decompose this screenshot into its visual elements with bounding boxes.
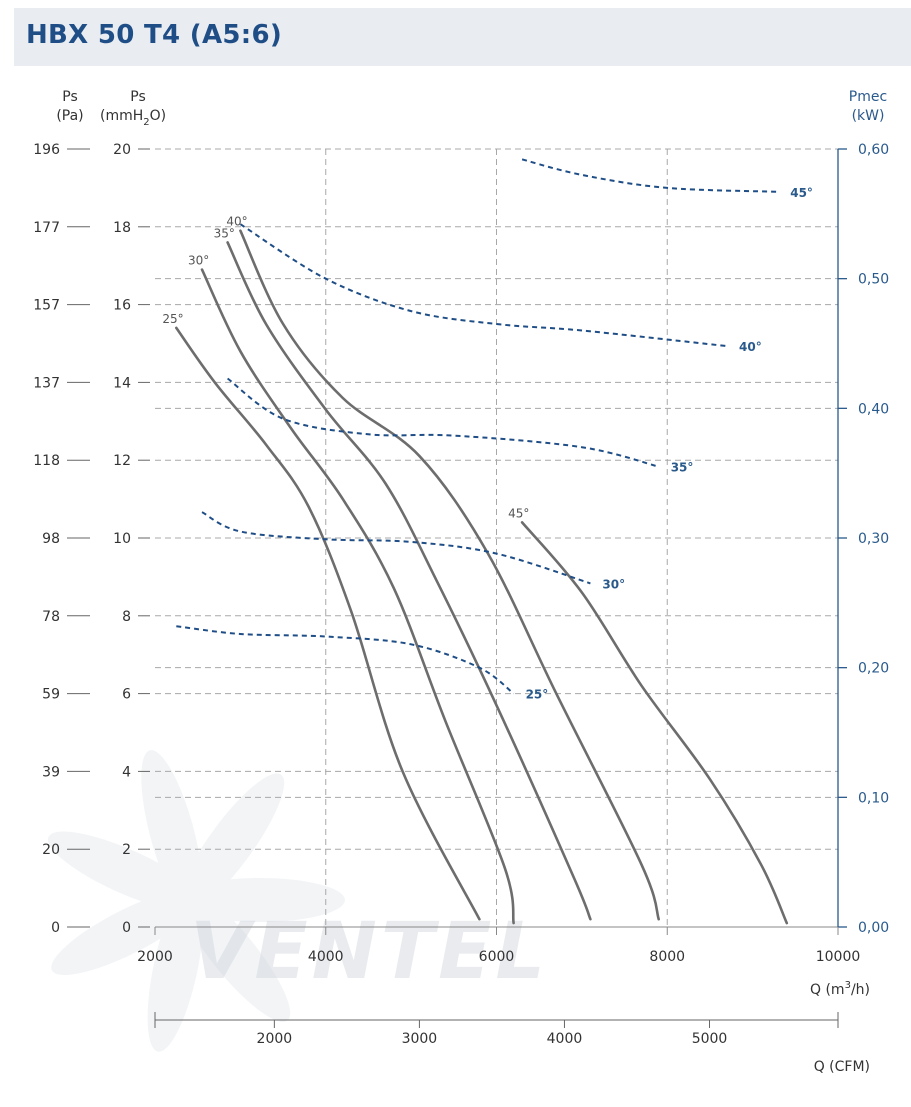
power-tick-label: 0,00 xyxy=(858,920,889,936)
ps-curve-label: 25° xyxy=(162,312,183,326)
ps-curve-label: 40° xyxy=(226,215,247,229)
x-tick-label: 10000 xyxy=(816,949,861,965)
fan-blade xyxy=(51,888,205,976)
mm-tick-label: 18 xyxy=(113,220,131,236)
grid xyxy=(155,148,838,927)
cfm-tick-label: 2000 xyxy=(257,1031,293,1047)
mm-tick-label: 8 xyxy=(122,609,131,625)
pa-tick-label: 0 xyxy=(51,920,60,936)
x-tick-label: 6000 xyxy=(479,949,515,965)
mm-tick-label: 20 xyxy=(113,142,131,158)
power-curve-label: 40° xyxy=(739,340,762,354)
title-bar: HBX 50 T4 (A5:6) xyxy=(14,8,911,66)
x-tick-label: 4000 xyxy=(308,949,344,965)
mm-tick-label: 2 xyxy=(122,842,131,858)
cfm-tick-label: 4000 xyxy=(547,1031,583,1047)
x-axis-label: Q (m3/h) xyxy=(810,980,870,998)
ps-curve-35deg xyxy=(226,241,592,921)
watermark-text: VENTEL xyxy=(190,907,549,997)
power-curve-40deg xyxy=(239,223,728,348)
pa-tick-label: 39 xyxy=(42,764,60,780)
fan-blade xyxy=(177,886,291,1022)
mm-tick-label: 14 xyxy=(113,375,131,391)
power-curve-30deg xyxy=(201,511,591,585)
watermark: VENTEL xyxy=(47,750,549,1052)
labels: 25°30°35°40°45°25°30°35°40°45° xyxy=(162,186,813,702)
power-tick-label: 0,10 xyxy=(858,790,889,806)
pa-axis-unit: (Pa) xyxy=(56,108,83,124)
fan-blade xyxy=(175,878,345,922)
pa-tick-label: 98 xyxy=(42,531,60,547)
mm-tick-label: 6 xyxy=(122,687,131,703)
watermark-fan-icon xyxy=(47,750,345,1052)
pa-tick-label: 20 xyxy=(42,842,60,858)
chart-title: HBX 50 T4 (A5:6) xyxy=(26,20,283,50)
ps-curve-30deg xyxy=(200,268,515,925)
cfm-tick-label: 3000 xyxy=(402,1031,438,1047)
power-curve-label: 45° xyxy=(790,186,813,200)
pa-tick-label: 196 xyxy=(33,142,60,158)
ps-curve-label: 35° xyxy=(214,226,235,240)
power-tick-label: 0,30 xyxy=(858,531,889,547)
pa-tick-label: 157 xyxy=(33,298,60,314)
mm-axis-title: Ps xyxy=(130,89,146,105)
power-tick-label: 0,60 xyxy=(858,142,889,158)
power-tick-label: 0,50 xyxy=(858,272,889,288)
ps-curve-40deg xyxy=(239,229,660,921)
pa-tick-label: 137 xyxy=(33,375,60,391)
x-tick-label: 2000 xyxy=(137,949,173,965)
power-curve-25deg xyxy=(176,625,515,695)
pa-tick-label: 78 xyxy=(42,609,60,625)
fan-blade xyxy=(47,831,205,912)
mm-tick-label: 10 xyxy=(113,531,131,547)
mm-tick-label: 16 xyxy=(113,298,131,314)
fan-blade xyxy=(141,750,203,915)
power-curve-label: 30° xyxy=(602,577,625,591)
power-curve-45deg xyxy=(521,158,779,193)
pa-tick-label: 118 xyxy=(33,453,60,469)
mm-tick-label: 4 xyxy=(122,764,131,780)
power-curve-35deg xyxy=(227,377,659,468)
x-tick-label: 8000 xyxy=(649,949,685,965)
pa-axis-title: Ps xyxy=(62,89,78,105)
power-curve-label: 35° xyxy=(671,461,694,475)
cfm-axis-label: Q (CFM) xyxy=(814,1059,870,1075)
pa-tick-label: 59 xyxy=(42,687,60,703)
mm-tick-label: 0 xyxy=(122,920,131,936)
power-tick-label: 0,40 xyxy=(858,401,889,417)
pa-tick-label: 177 xyxy=(33,220,60,236)
mm-tick-label: 12 xyxy=(113,453,131,469)
series xyxy=(175,158,789,925)
power-axis-unit: (kW) xyxy=(852,108,885,124)
fan-blade xyxy=(178,773,285,914)
axes: Ps(Pa)02039597898118137157177196Ps(mmH2O… xyxy=(33,89,889,1075)
ps-curve-45deg xyxy=(520,521,789,925)
ps-curve-label: 30° xyxy=(188,254,209,268)
power-tick-label: 0,20 xyxy=(858,661,889,677)
power-curve-label: 25° xyxy=(526,688,549,702)
mm-axis-unit: (mmH2O) xyxy=(100,108,166,128)
ps-curve-label: 45° xyxy=(508,506,529,520)
power-axis-title: Pmec xyxy=(849,89,887,105)
cfm-tick-label: 5000 xyxy=(692,1031,728,1047)
